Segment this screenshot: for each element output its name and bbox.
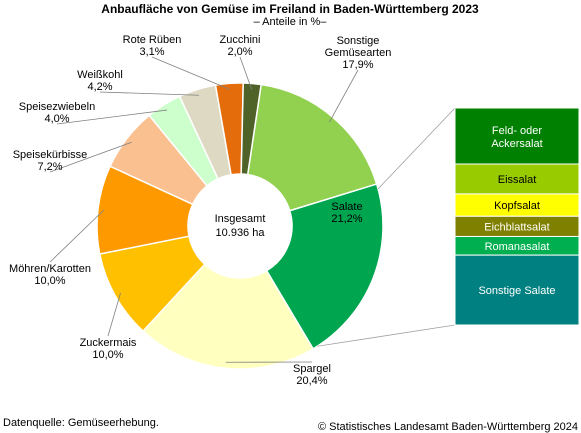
label-zuckermais: Zuckermais 10,0% bbox=[80, 337, 137, 361]
breakdown-label-eichblattsalat: Eichblattsalat bbox=[484, 221, 549, 233]
label-sonstige-gemuesearten: Sonstige Gemüsearten 17,9% bbox=[325, 35, 392, 71]
label-speisezwiebeln: Speisezwiebeln 4,0% bbox=[19, 101, 95, 125]
slice-labels: Sonstige Gemüsearten 17,9% Salate 21,2% Sparg… bbox=[9, 34, 391, 387]
slice-spargel bbox=[141, 263, 315, 370]
label-moehren-karotten: Möhren/Karotten 10,0% bbox=[9, 263, 91, 287]
leader-speisekuerbisse bbox=[49, 141, 132, 173]
label-zucchini: Zucchini 2,0% bbox=[220, 34, 261, 58]
leader-rote-rueben bbox=[151, 56, 230, 90]
donut-slices bbox=[96, 82, 384, 370]
chart-subtitle: – Anteile in %– bbox=[254, 16, 328, 28]
connector-top bbox=[377, 107, 456, 190]
label-weisskohl: Weißkohl 4,2% bbox=[77, 69, 123, 93]
breakdown-bar: Feld- oder Ackersalat Eissalat Kopfsalat Eic… bbox=[454, 107, 580, 326]
breakdown-sonstige-salate bbox=[454, 254, 580, 326]
leader-weisskohl bbox=[99, 91, 199, 96]
leader-lines bbox=[49, 56, 359, 363]
breakdown-connectors bbox=[317, 107, 456, 347]
copyright-note: © Statistisches Landesamt Baden-Württemb… bbox=[318, 421, 578, 433]
breakdown-feld-oder-ackersalat bbox=[454, 107, 580, 165]
label-salate: Salate 21,2% bbox=[331, 201, 362, 225]
leader-zucchini bbox=[239, 56, 253, 90]
slice-sonstige-gemuesearten bbox=[246, 83, 378, 212]
breakdown-label-romanasalat: Romanasalat bbox=[485, 241, 550, 253]
breakdown-label-kopfsalat: Kopfsalat bbox=[494, 200, 540, 212]
center-label-title: Insgesamt bbox=[215, 213, 266, 225]
breakdown-label-eissalat: Eissalat bbox=[498, 174, 537, 186]
slice-salate bbox=[265, 183, 384, 350]
leader-sonstige-gemuesearten bbox=[329, 69, 359, 123]
center-label-total: 10.936 ha bbox=[216, 227, 266, 239]
label-rote-rueben: Rote Rüben 3,1% bbox=[123, 34, 182, 58]
leader-moehren-karotten bbox=[49, 209, 105, 263]
breakdown-label-sonstige-salate: Sonstige Salate bbox=[478, 285, 555, 297]
label-spargel: Spargel 20,4% bbox=[293, 363, 331, 387]
chart-title: Anbaufläche von Gemüse im Freiland in Ba… bbox=[101, 2, 479, 16]
label-speisekuerbisse: Speisekürbisse 7,2% bbox=[13, 149, 88, 173]
leader-zuckermais bbox=[107, 292, 121, 337]
leader-speisezwiebeln bbox=[56, 109, 168, 125]
breakdown-label-feld-oder-ackersalat: Feld- oder Ackersalat bbox=[491, 125, 542, 150]
connector-bottom bbox=[317, 324, 456, 347]
breakdown-eissalat bbox=[454, 163, 580, 195]
source-note: Datenquelle: Gemüseerhebung. bbox=[3, 417, 159, 429]
